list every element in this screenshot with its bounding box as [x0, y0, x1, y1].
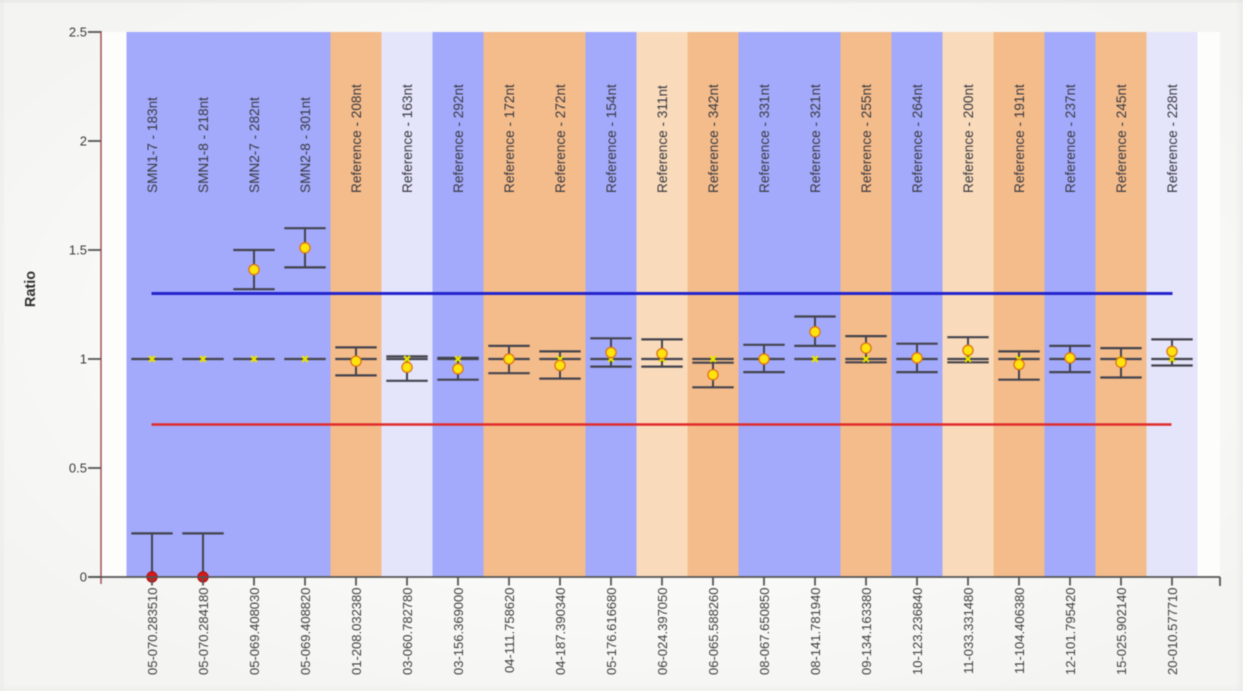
svg-text:05-069.408030: 05-069.408030	[247, 588, 262, 675]
svg-text:Reference - 342nt: Reference - 342nt	[706, 84, 721, 193]
svg-text:08-141.781940: 08-141.781940	[808, 588, 823, 675]
svg-text:11-033.331480: 11-033.331480	[961, 588, 976, 675]
svg-text:2.5: 2.5	[69, 25, 87, 40]
svg-text:1.5: 1.5	[69, 243, 87, 258]
svg-text:Reference - 311nt: Reference - 311nt	[655, 85, 670, 193]
svg-text:Reference - 208nt: Reference - 208nt	[349, 84, 364, 193]
svg-text:12-101.795420: 12-101.795420	[1063, 588, 1078, 675]
svg-text:09-134.163380: 09-134.163380	[859, 588, 874, 675]
svg-text:05-070.284180: 05-070.284180	[196, 588, 211, 675]
svg-text:Reference - 292nt: Reference - 292nt	[451, 84, 466, 193]
svg-text:Reference - 237nt: Reference - 237nt	[1063, 84, 1078, 193]
svg-text:03-060.782780: 03-060.782780	[400, 588, 415, 675]
svg-text:0.5: 0.5	[69, 461, 87, 476]
svg-text:Reference - 154nt: Reference - 154nt	[604, 84, 619, 193]
svg-text:Reference - 255nt: Reference - 255nt	[859, 84, 874, 193]
svg-text:Reference - 200nt: Reference - 200nt	[961, 84, 976, 193]
svg-text:Reference - 272nt: Reference - 272nt	[553, 84, 568, 193]
svg-text:03-156.369000: 03-156.369000	[451, 588, 466, 675]
svg-text:2: 2	[80, 134, 87, 149]
svg-text:05-070.283510: 05-070.283510	[145, 588, 160, 675]
svg-text:04-111.758620: 04-111.758620	[502, 588, 517, 674]
svg-text:0: 0	[80, 570, 87, 585]
svg-text:06-024.397050: 06-024.397050	[655, 588, 670, 675]
svg-text:Reference - 191nt: Reference - 191nt	[1012, 84, 1027, 193]
svg-text:11-104.406380: 11-104.406380	[1012, 588, 1027, 675]
svg-text:SMN1-8 - 218nt: SMN1-8 - 218nt	[196, 97, 211, 193]
svg-text:Reference - 172nt: Reference - 172nt	[502, 84, 517, 193]
svg-text:Reference - 163nt: Reference - 163nt	[400, 84, 415, 193]
svg-text:05-176.616680: 05-176.616680	[604, 588, 619, 675]
svg-text:10-123.236840: 10-123.236840	[910, 588, 925, 675]
svg-text:Ratio: Ratio	[23, 271, 39, 307]
svg-text:Reference - 264nt: Reference - 264nt	[910, 84, 925, 193]
svg-text:20-010.577710: 20-010.577710	[1165, 588, 1180, 675]
svg-text:SMN2-7 - 282nt: SMN2-7 - 282nt	[247, 97, 262, 193]
svg-text:1: 1	[80, 352, 87, 367]
svg-text:06-065.588260: 06-065.588260	[706, 588, 721, 675]
svg-text:Reference - 228nt: Reference - 228nt	[1165, 84, 1180, 193]
svg-text:SMN1-7 - 183nt: SMN1-7 - 183nt	[145, 97, 160, 193]
svg-text:Reference - 245nt: Reference - 245nt	[1114, 84, 1129, 193]
svg-text:05-069.408820: 05-069.408820	[298, 588, 313, 675]
svg-text:Reference - 331nt: Reference - 331nt	[757, 84, 772, 193]
svg-text:08-067.650850: 08-067.650850	[757, 588, 772, 675]
svg-text:15-025.902140: 15-025.902140	[1114, 588, 1129, 675]
svg-text:Reference - 321nt: Reference - 321nt	[808, 84, 823, 193]
svg-text:04-187.390340: 04-187.390340	[553, 588, 568, 675]
svg-text:01-208.032380: 01-208.032380	[349, 588, 364, 675]
svg-text:SMN2-8 - 301nt: SMN2-8 - 301nt	[298, 97, 313, 193]
